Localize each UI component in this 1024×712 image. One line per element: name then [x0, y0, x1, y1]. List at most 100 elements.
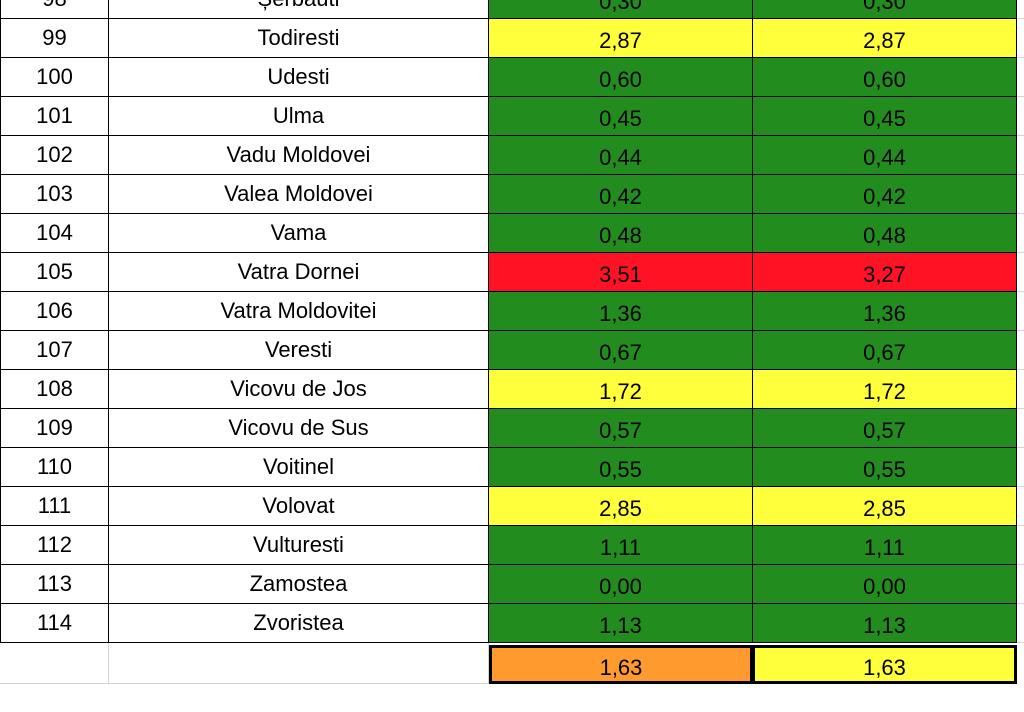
value-cell-1[interactable]: 1,36: [489, 292, 753, 331]
value-cell-1[interactable]: 0,55: [489, 448, 753, 487]
empty-cell[interactable]: [1017, 292, 1024, 331]
row-number-cell[interactable]: 100: [0, 58, 109, 97]
row-number-cell[interactable]: 113: [0, 565, 109, 604]
empty-cell[interactable]: [1017, 214, 1024, 253]
value-cell-1[interactable]: 2,85: [489, 487, 753, 526]
value-cell-1[interactable]: 3,51: [489, 253, 753, 292]
locality-name-cell[interactable]: Vadu Moldovei: [109, 136, 489, 175]
row-number-cell[interactable]: 112: [0, 526, 109, 565]
total-value-cell-1[interactable]: 1,63: [489, 645, 753, 684]
empty-cell[interactable]: [109, 643, 489, 684]
value-cell-2[interactable]: 0,00: [753, 565, 1017, 604]
row-number-cell[interactable]: 102: [0, 136, 109, 175]
table-row: 111 Volovat 2,85 2,85: [0, 487, 1024, 526]
value-cell-1[interactable]: 0,60: [489, 58, 753, 97]
table-row: 108 Vicovu de Jos 1,72 1,72: [0, 370, 1024, 409]
table-row: 109 Vicovu de Sus 0,57 0,57: [0, 409, 1024, 448]
value-cell-2[interactable]: 0,57: [753, 409, 1017, 448]
row-number-cell[interactable]: 110: [0, 448, 109, 487]
empty-cell[interactable]: [1017, 0, 1024, 19]
value-cell-2[interactable]: 0,44: [753, 136, 1017, 175]
value-cell-1[interactable]: 0,48: [489, 214, 753, 253]
locality-name-cell[interactable]: Voitinel: [109, 448, 489, 487]
table-row: 113 Zamostea 0,00 0,00: [0, 565, 1024, 604]
row-number-cell[interactable]: 101: [0, 97, 109, 136]
locality-name-cell[interactable]: Vulturesti: [109, 526, 489, 565]
table-row: 102 Vadu Moldovei 0,44 0,44: [0, 136, 1024, 175]
value-cell-1[interactable]: 1,13: [489, 604, 753, 643]
empty-cell[interactable]: [1017, 526, 1024, 565]
row-number-cell[interactable]: 103: [0, 175, 109, 214]
locality-name-cell[interactable]: Vatra Dornei: [109, 253, 489, 292]
empty-cell[interactable]: [1017, 97, 1024, 136]
value-cell-1[interactable]: 2,87: [489, 19, 753, 58]
locality-name-cell[interactable]: Zamostea: [109, 565, 489, 604]
value-cell-1[interactable]: 0,30: [489, 0, 753, 19]
empty-cell[interactable]: [1017, 19, 1024, 58]
empty-cell[interactable]: [1017, 604, 1024, 643]
locality-name-cell[interactable]: Vatra Moldovitei: [109, 292, 489, 331]
value-cell-1[interactable]: 0,45: [489, 97, 753, 136]
row-number-cell[interactable]: 107: [0, 331, 109, 370]
value-cell-2[interactable]: 3,27: [753, 253, 1017, 292]
value-cell-2[interactable]: 0,48: [753, 214, 1017, 253]
row-number-cell[interactable]: 99: [0, 19, 109, 58]
table-row: 104 Vama 0,48 0,48: [0, 214, 1024, 253]
value-cell-2[interactable]: 0,67: [753, 331, 1017, 370]
value-cell-1[interactable]: 1,72: [489, 370, 753, 409]
table-row: 103 Valea Moldovei 0,42 0,42: [0, 175, 1024, 214]
empty-cell[interactable]: [1017, 331, 1024, 370]
empty-cell[interactable]: [1017, 136, 1024, 175]
value-cell-1[interactable]: 0,44: [489, 136, 753, 175]
empty-cell[interactable]: [1017, 175, 1024, 214]
locality-name-cell[interactable]: Zvoristea: [109, 604, 489, 643]
row-number-cell[interactable]: 114: [0, 604, 109, 643]
table-row: 98Șerbauti0,300,30: [0, 0, 1024, 19]
empty-cell[interactable]: [1017, 370, 1024, 409]
row-number-cell[interactable]: 109: [0, 409, 109, 448]
value-cell-1[interactable]: 1,11: [489, 526, 753, 565]
value-cell-1[interactable]: 0,67: [489, 331, 753, 370]
empty-cell[interactable]: [0, 643, 109, 684]
locality-name-cell[interactable]: Șerbauti: [109, 0, 489, 19]
value-cell-2[interactable]: 1,36: [753, 292, 1017, 331]
value-cell-1[interactable]: 0,42: [489, 175, 753, 214]
empty-cell[interactable]: [1017, 448, 1024, 487]
locality-name-cell[interactable]: Udesti: [109, 58, 489, 97]
value-cell-1[interactable]: 0,00: [489, 565, 753, 604]
row-number-cell[interactable]: 111: [0, 487, 109, 526]
value-cell-2[interactable]: 2,87: [753, 19, 1017, 58]
row-number-cell[interactable]: 98: [0, 0, 109, 19]
empty-cell[interactable]: [1017, 565, 1024, 604]
value-cell-2[interactable]: 0,45: [753, 97, 1017, 136]
row-number-cell[interactable]: 106: [0, 292, 109, 331]
value-cell-2[interactable]: 0,55: [753, 448, 1017, 487]
row-number-cell[interactable]: 105: [0, 253, 109, 292]
locality-name-cell[interactable]: Todiresti: [109, 19, 489, 58]
locality-name-cell[interactable]: Vicovu de Jos: [109, 370, 489, 409]
value-cell-2[interactable]: 0,30: [753, 0, 1017, 19]
empty-cell[interactable]: [1017, 487, 1024, 526]
value-cell-2[interactable]: 1,11: [753, 526, 1017, 565]
value-cell-2[interactable]: 2,85: [753, 487, 1017, 526]
value-cell-1[interactable]: 0,57: [489, 409, 753, 448]
value-cell-2[interactable]: 1,13: [753, 604, 1017, 643]
locality-name-cell[interactable]: Valea Moldovei: [109, 175, 489, 214]
locality-name-cell[interactable]: Veresti: [109, 331, 489, 370]
locality-name-cell[interactable]: Vicovu de Sus: [109, 409, 489, 448]
row-number-cell[interactable]: 108: [0, 370, 109, 409]
table-row: 114 Zvoristea 1,13 1,13: [0, 604, 1024, 643]
table-row: 100 Udesti 0,60 0,60: [0, 58, 1024, 97]
empty-cell[interactable]: [1017, 253, 1024, 292]
value-cell-2[interactable]: 1,72: [753, 370, 1017, 409]
locality-name-cell[interactable]: Ulma: [109, 97, 489, 136]
empty-cell[interactable]: [1017, 409, 1024, 448]
value-cell-2[interactable]: 0,42: [753, 175, 1017, 214]
table-row: 101 Ulma 0,45 0,45: [0, 97, 1024, 136]
row-number-cell[interactable]: 104: [0, 214, 109, 253]
total-value-cell-2[interactable]: 1,63: [753, 645, 1017, 684]
value-cell-2[interactable]: 0,60: [753, 58, 1017, 97]
locality-name-cell[interactable]: Volovat: [109, 487, 489, 526]
locality-name-cell[interactable]: Vama: [109, 214, 489, 253]
empty-cell[interactable]: [1017, 58, 1024, 97]
